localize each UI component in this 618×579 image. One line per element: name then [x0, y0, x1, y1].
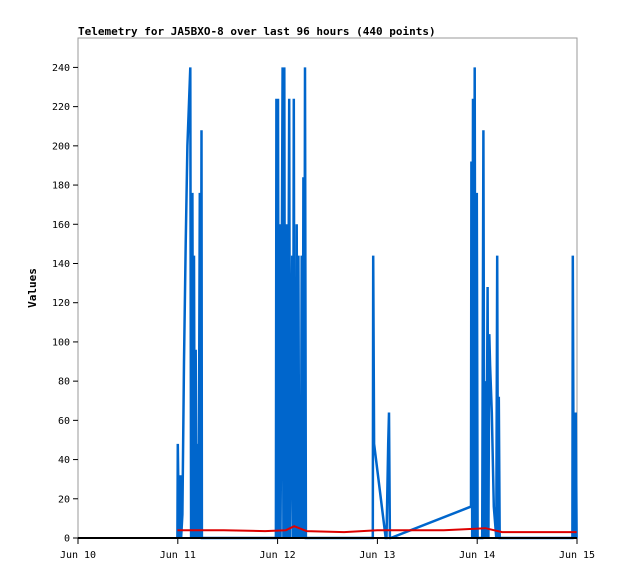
- x-tick-label: Jun 13: [359, 550, 395, 561]
- y-tick-label: 0: [64, 534, 70, 545]
- y-tick-label: 80: [58, 377, 70, 388]
- x-tick-label: Jun 10: [60, 550, 96, 561]
- x-tick-label: Jun 12: [260, 550, 296, 561]
- chart-title: Telemetry for JA5BXO-8 over last 96 hour…: [78, 25, 436, 38]
- series-line-2: [177, 525, 577, 534]
- plot-area: [77, 37, 578, 539]
- y-tick-label: 220: [52, 102, 70, 113]
- y-tick-label: 120: [52, 298, 70, 309]
- x-tick-label: Jun 14: [459, 550, 495, 561]
- y-tick-label: 20: [58, 494, 70, 505]
- y-tick-label: 140: [52, 259, 70, 270]
- y-tick-label: 40: [58, 455, 70, 466]
- y-axis-ticks: 0 20 40 60 80 100 120 140 160 180 200 220 240: [52, 63, 78, 545]
- plot-frame: [77, 37, 578, 539]
- y-tick-label: 60: [58, 416, 70, 427]
- y-tick-label: 180: [52, 181, 70, 192]
- y-axis-label: Values: [26, 268, 39, 308]
- y-tick-label: 240: [52, 63, 70, 74]
- x-tick-label: Jun 11: [160, 550, 196, 561]
- y-tick-label: 100: [52, 337, 70, 348]
- x-tick-label: Jun 15: [559, 550, 595, 561]
- y-tick-label: 160: [52, 220, 70, 231]
- x-axis-ticks: Jun 10 Jun 11 Jun 12 Jun 13 Jun 14 Jun 15: [60, 538, 595, 561]
- y-tick-label: 200: [52, 141, 70, 152]
- series-line-1: [176, 67, 578, 540]
- series-lines: [78, 67, 578, 540]
